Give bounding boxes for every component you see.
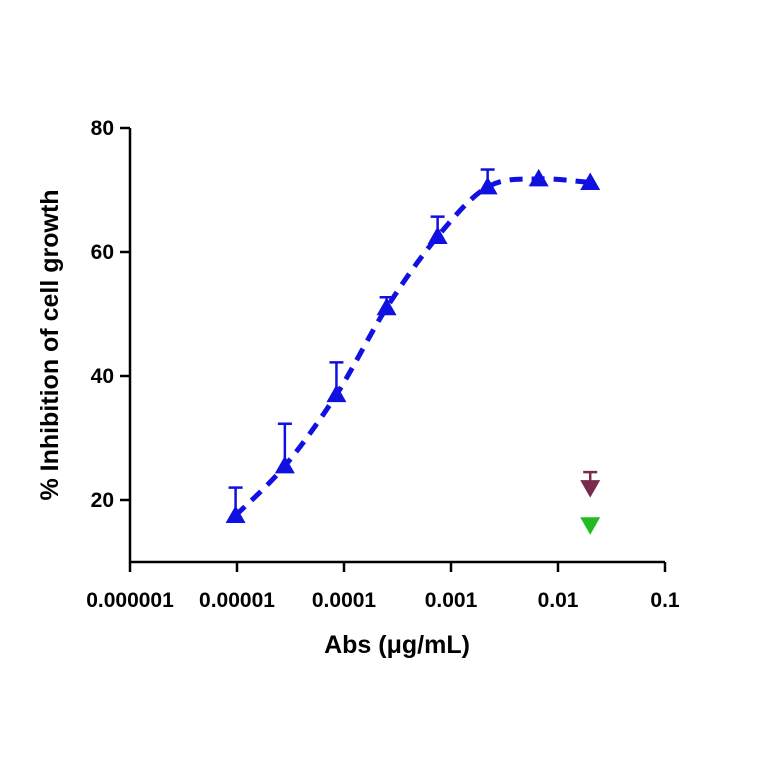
data-point-marker [427,226,448,244]
y-axis-title: % Inhibition of cell growth [36,189,64,500]
data-point-marker [326,384,347,403]
data-point-marker [376,297,397,316]
data-point-marker [225,505,246,523]
x-tick-label: 0.000001 [86,589,174,612]
data-point-marker [580,172,601,191]
y-tick-label: 40 [91,365,114,388]
x-tick-label: 0.01 [538,589,579,612]
data-point-marker [528,168,549,187]
y-tick-label: 60 [91,241,114,264]
data-point-marker [274,455,295,474]
data-point-marker [580,517,601,535]
data-point-marker [580,480,601,498]
x-tick-label: 0.001 [425,589,478,612]
data-marks [225,168,601,535]
x-tick-label: 0.00001 [199,589,275,612]
y-tick-label: 80 [91,117,114,140]
y-tick-label: 20 [91,489,114,512]
x-tick-label: 0.0001 [312,589,377,612]
x-tick-label: 0.1 [650,589,680,612]
data-point-marker [477,176,498,195]
x-axis-title: Abs (μg/mL) [324,631,470,659]
axes: 20 40 60 80 0.000001 0.00001 0.0001 0.001 0.01 0.… [86,117,680,612]
